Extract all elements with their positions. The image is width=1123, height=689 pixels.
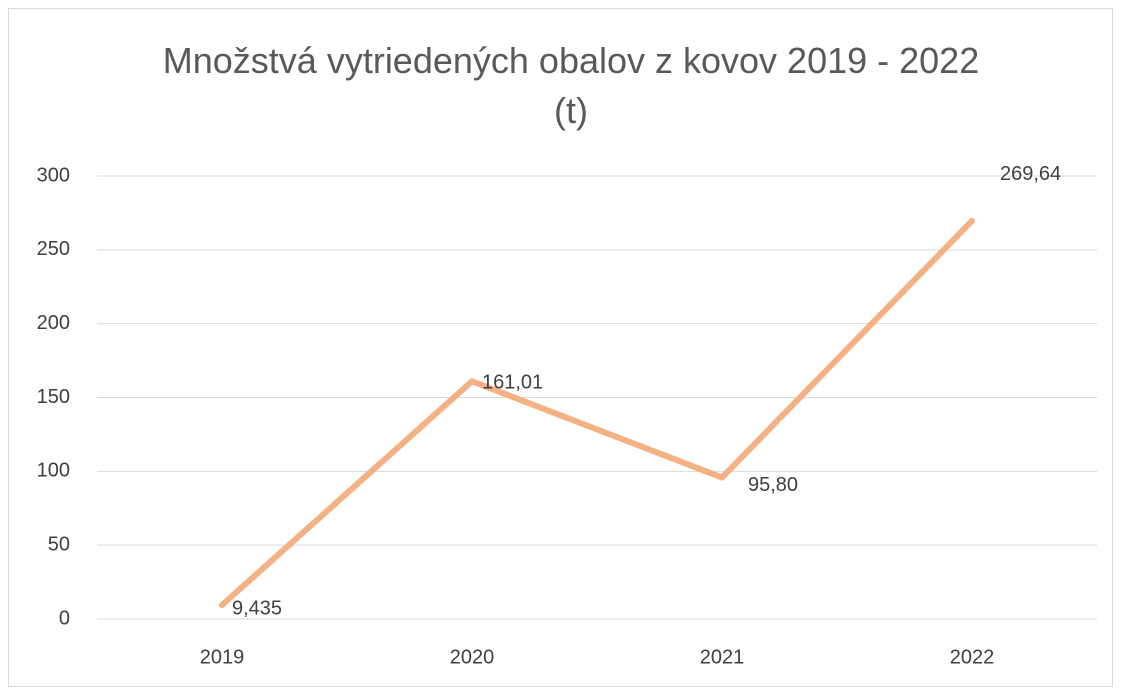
chart-frame	[8, 8, 1113, 687]
y-tick-label: 0	[59, 607, 70, 629]
y-tick-label: 250	[37, 238, 70, 260]
data-label: 269,64	[1000, 163, 1061, 185]
y-tick-label: 200	[37, 312, 70, 334]
chart-title: Množstvá vytriedených obalov z kovov 201…	[162, 40, 980, 131]
data-label: 161,01	[482, 372, 543, 394]
data-label: 95,80	[748, 474, 798, 496]
y-tick-label: 300	[37, 164, 70, 186]
x-tick-label: 2021	[700, 646, 745, 668]
x-tick-label: 2020	[450, 646, 495, 668]
y-tick-label: 100	[37, 460, 70, 482]
data-label: 9,435	[232, 597, 282, 619]
line	[219, 217, 975, 609]
x-tick-label: 2022	[950, 646, 995, 668]
x-tick-label: 2019	[200, 646, 245, 668]
y-tick-label: 150	[37, 386, 70, 408]
y-tick-label: 50	[48, 533, 70, 555]
